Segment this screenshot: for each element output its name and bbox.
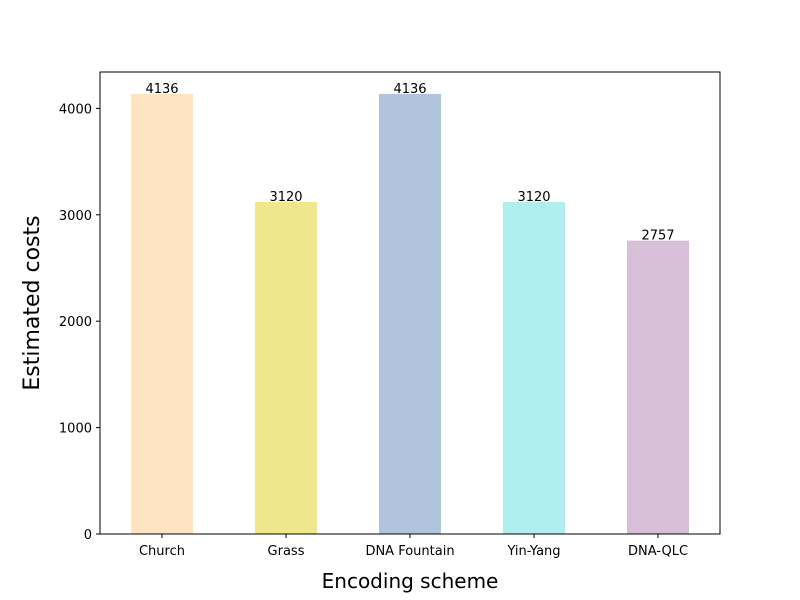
y-tick-label: 3000 (59, 209, 92, 224)
data-label: 3120 (517, 190, 550, 205)
bars-group (131, 93, 689, 535)
x-tick-label: DNA-QLC (628, 544, 688, 559)
y-axis-label: Estimated costs (20, 215, 45, 390)
x-axis-ticks: Church Grass DNA Fountain Yin-Yang DNA-QLC (139, 534, 688, 559)
y-axis-ticks: 0 1000 2000 3000 4000 (59, 102, 100, 543)
y-tick-label: 2000 (59, 315, 92, 330)
y-tick-label: 1000 (59, 422, 92, 437)
bar-church (131, 93, 193, 534)
x-tick-label: Yin-Yang (506, 544, 560, 559)
data-label: 3120 (269, 190, 302, 205)
y-tick-label: 4000 (59, 102, 92, 117)
x-tick-label: DNA Fountain (365, 544, 454, 559)
x-tick-label: Grass (268, 544, 305, 559)
data-label: 4136 (145, 82, 178, 97)
data-labels-group: 4136 3120 4136 3120 2757 (145, 82, 674, 244)
data-label: 4136 (393, 82, 426, 97)
y-tick-label: 0 (84, 528, 92, 543)
bar-dna-qlc (627, 240, 689, 535)
bar-yin-yang (503, 202, 565, 534)
plot-frame (99, 71, 721, 535)
x-tick-label: Church (139, 544, 185, 559)
x-axis-label: Encoding scheme (322, 569, 499, 593)
bar-grass (255, 202, 317, 534)
data-label: 2757 (641, 229, 674, 244)
bar-dna-fountain (379, 93, 441, 534)
